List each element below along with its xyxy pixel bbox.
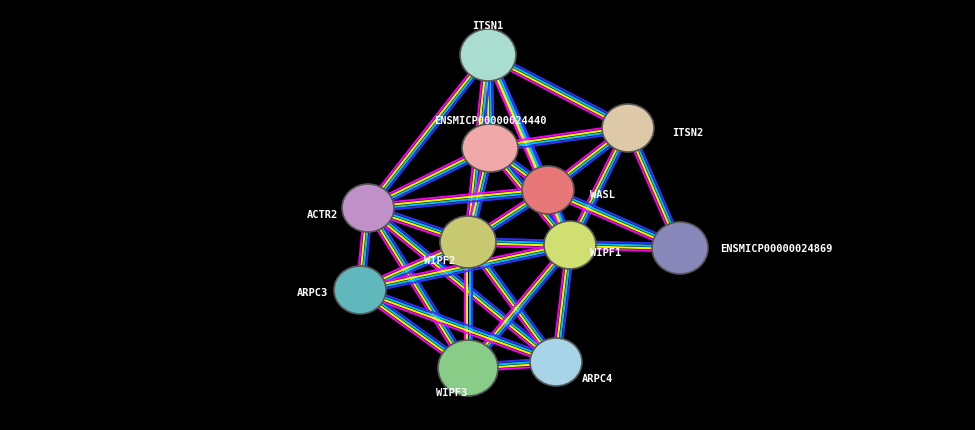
Ellipse shape [342,184,394,233]
Text: ACTR2: ACTR2 [307,209,338,219]
Text: ARPC3: ARPC3 [296,287,328,297]
Text: WIPF1: WIPF1 [590,247,621,258]
Ellipse shape [460,30,516,82]
Text: ITSN2: ITSN2 [672,128,703,138]
Ellipse shape [652,222,708,274]
Ellipse shape [438,340,498,396]
Ellipse shape [530,338,582,386]
Text: WASL: WASL [590,190,615,200]
Ellipse shape [462,125,518,172]
Ellipse shape [602,105,654,153]
Ellipse shape [440,216,496,268]
Ellipse shape [522,166,574,215]
Ellipse shape [334,266,386,314]
Text: WIPF2: WIPF2 [424,255,455,265]
Text: WIPF3: WIPF3 [437,387,468,397]
Ellipse shape [544,221,596,269]
Text: ENSMICP00000024869: ENSMICP00000024869 [720,243,833,253]
Text: ENSMICP00000024440: ENSMICP00000024440 [434,116,546,126]
Text: ARPC4: ARPC4 [582,373,613,383]
Text: ITSN1: ITSN1 [472,21,504,31]
